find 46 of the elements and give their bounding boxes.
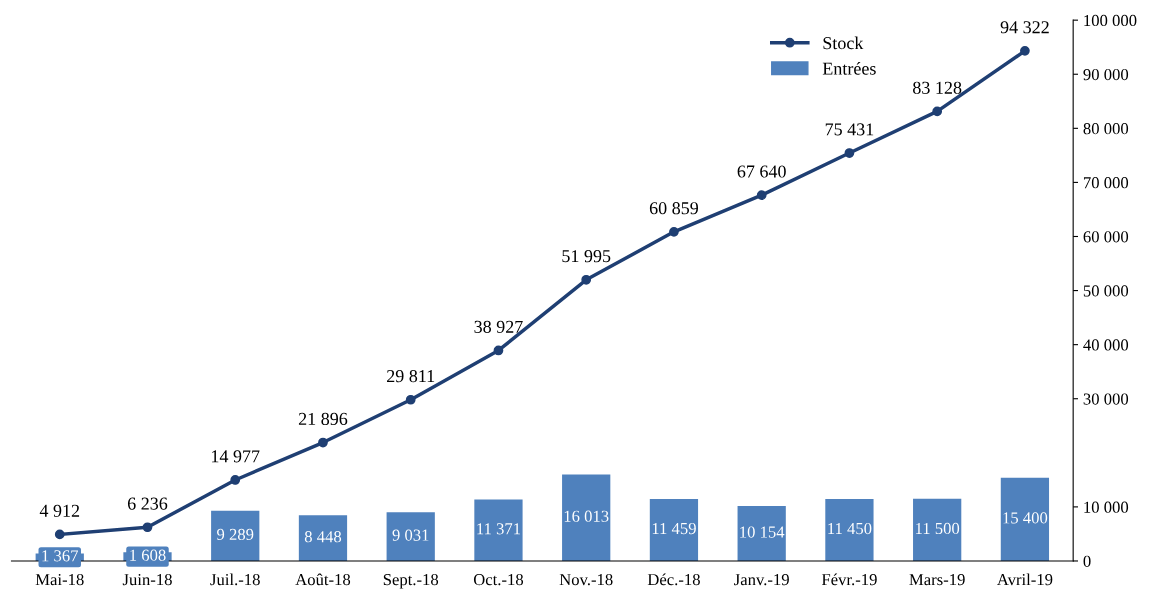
data-label: 6 236: [127, 497, 168, 510]
data-label: 11 500: [916, 522, 960, 535]
data-label: 8 448: [304, 531, 342, 543]
y-tick-label: 10 000: [1084, 501, 1129, 513]
legend-label: Stock: [823, 36, 864, 50]
y-tick-label: 30 000: [1083, 393, 1129, 405]
x-tick-label: Févr.-19: [821, 573, 877, 586]
x-tick-label: Déc.-18: [647, 573, 700, 586]
data-label: 51 995: [562, 250, 611, 263]
y-tick-label: 100 000: [1084, 14, 1137, 27]
data-label: 10 154: [740, 526, 785, 538]
x-tick-label: Mars-19: [909, 574, 965, 586]
data-label: 9 289: [217, 528, 254, 541]
x-tick-label: Juin-18: [122, 573, 172, 586]
x-tick-label: Mai-18: [35, 573, 84, 586]
x-tick-label: Sept.-18: [383, 573, 439, 589]
y-tick-label: 70 000: [1083, 177, 1129, 189]
data-label: 21 896: [298, 412, 348, 425]
data-label: 11 459: [652, 522, 696, 535]
data-label: 9 031: [392, 529, 429, 541]
x-tick-label: Oct.-18: [473, 573, 524, 586]
x-tick-label: Janv.-19: [734, 574, 789, 586]
data-label: 67 640: [737, 165, 786, 178]
data-label: 29 811: [387, 370, 435, 383]
y-tick-label: 90 000: [1083, 68, 1129, 81]
y-tick-label: 0: [1083, 555, 1091, 567]
data-label: 75 431: [825, 123, 874, 136]
y-tick-label: 50 000: [1083, 285, 1129, 297]
data-label: 38 927: [474, 320, 523, 333]
y-tick-label: 80 000: [1083, 123, 1129, 135]
data-label: 94 322: [1000, 21, 1049, 34]
data-label: 16 013: [564, 510, 609, 522]
y-tick-label: 40 000: [1083, 339, 1129, 351]
data-label: 11 450: [828, 522, 872, 535]
data-label: 14 977: [211, 450, 260, 463]
data-label: 15 400: [1003, 512, 1048, 524]
x-tick-label: Août-18: [295, 573, 351, 586]
x-tick-label: Juil.-18: [210, 573, 260, 586]
data-label: 60 859: [649, 202, 699, 215]
data-label: 4 912: [39, 504, 80, 517]
y-tick-label: 60 000: [1083, 231, 1129, 243]
data-label: 83 128: [913, 81, 962, 94]
data-label: 11 371: [477, 523, 521, 535]
x-tick-label: Nov.-18: [559, 573, 613, 586]
legend-label: Entrées: [822, 62, 876, 75]
x-tick-label: Avril-19: [996, 573, 1053, 586]
